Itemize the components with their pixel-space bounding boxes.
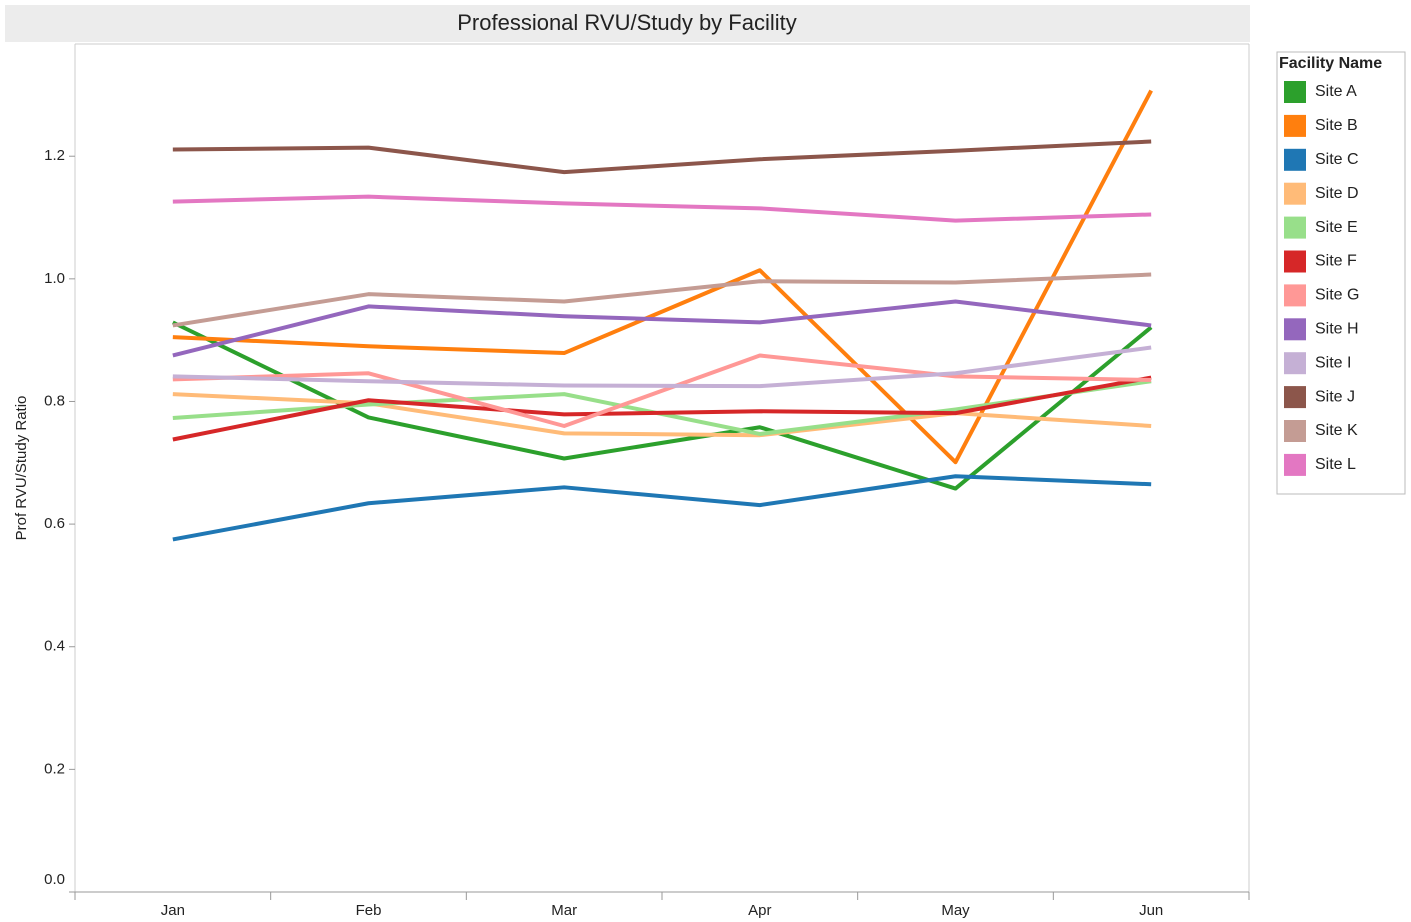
legend-label: Site L [1315,456,1356,473]
x-tick-label: Jan [161,902,185,919]
y-tick-label: 0.8 [44,392,65,409]
legend-swatch [1284,250,1306,273]
legend-label: Site B [1315,117,1358,134]
series-line [172,345,1152,389]
x-tick-label: May [941,902,970,919]
legend-label: Site J [1315,388,1355,405]
legend-label: Site F [1315,253,1357,270]
legend-swatch [1284,386,1306,409]
legend-label: Site E [1315,219,1358,236]
legend-swatch [1284,352,1306,375]
legend-label: Site C [1315,151,1359,168]
legend-swatch [1284,216,1306,239]
chart-title: Professional RVU/Study by Facility [457,10,797,35]
series-line [172,353,1152,428]
x-tick-label: Mar [551,902,577,919]
y-tick-label: 0.0 [44,871,65,888]
legend-swatch [1284,182,1306,205]
y-tick-label: 0.2 [44,760,65,777]
legend-swatch [1284,114,1306,137]
legend-swatch [1284,420,1306,442]
series-line [172,89,1153,465]
x-tick-label: Jun [1139,902,1163,919]
legend-label: Site K [1315,422,1358,439]
x-tick-label: Apr [748,902,771,919]
legend-swatch [1284,81,1306,103]
y-tick-label: 1.2 [44,147,65,164]
series-line [172,272,1152,328]
title-bar [5,5,1250,42]
legend-label: Site H [1315,321,1359,338]
legend-swatch [1284,318,1306,341]
y-tick-label: 1.0 [44,270,65,287]
y-tick-label: 0.4 [44,638,65,655]
legend-swatch [1284,453,1306,476]
legend-label: Site I [1315,354,1351,371]
series-line [172,139,1152,175]
y-tick-label: 0.6 [44,515,65,532]
series-line [172,392,1152,438]
series-line [172,474,1152,542]
legend-label: Site A [1315,83,1357,100]
legend-swatch [1284,284,1306,307]
series-line [172,299,1152,358]
legend-label: Site D [1315,185,1359,202]
series-line [172,194,1152,223]
y-axis-label: Prof RVU/Study Ratio [13,396,30,541]
legend-swatch [1284,148,1306,171]
x-tick-label: Feb [356,902,382,919]
series-line [172,375,1152,442]
legend-label: Site G [1315,287,1359,304]
legend-title: Facility Name [1279,55,1382,72]
